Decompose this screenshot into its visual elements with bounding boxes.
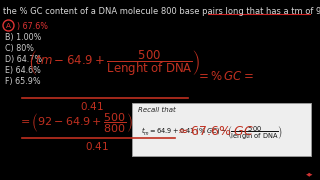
Text: A: A [6, 22, 11, 28]
Text: $= \left(92 - 64.9 + \dfrac{500}{800}\right)$: $= \left(92 - 64.9 + \dfrac{500}{800}\ri… [18, 112, 133, 136]
Text: E) 64.6%: E) 64.6% [5, 66, 41, 75]
Text: ) 67.6%: ) 67.6% [17, 22, 48, 31]
Text: B) 1.00%: B) 1.00% [5, 33, 41, 42]
Text: $\left(\mathit{t}m - 64.9 + \dfrac{500}{\mathrm{Lenght\;of\;DNA}}\right)$: $\left(\mathit{t}m - 64.9 + \dfrac{500}{… [28, 48, 200, 78]
Text: $= \%\,GC =$: $= \%\,GC =$ [196, 70, 254, 83]
Text: $0.41$: $0.41$ [80, 100, 104, 112]
Text: D) 64.7%: D) 64.7% [5, 55, 42, 64]
Text: Recall that: Recall that [138, 107, 176, 113]
FancyBboxPatch shape [132, 103, 311, 156]
Text: F) 65.9%: F) 65.9% [5, 77, 41, 86]
Text: What is the % GC content of a DNA molecule 800 base pairs long that has a tm of : What is the % GC content of a DNA molecu… [0, 7, 320, 16]
Text: $0.41$: $0.41$ [85, 140, 109, 152]
Text: $\approx 67.6\%\;GC$: $\approx 67.6\%\;GC$ [175, 125, 254, 138]
Text: ◀▶: ◀▶ [306, 171, 313, 176]
Text: C) 80%: C) 80% [5, 44, 34, 53]
Text: $t_m = 64.9 + 0.41\;(\%\;GC) - \left(\dfrac{500}{\mathrm{length\;of\;DNA}}\right: $t_m = 64.9 + 0.41\;(\%\;GC) - \left(\df… [141, 125, 283, 142]
